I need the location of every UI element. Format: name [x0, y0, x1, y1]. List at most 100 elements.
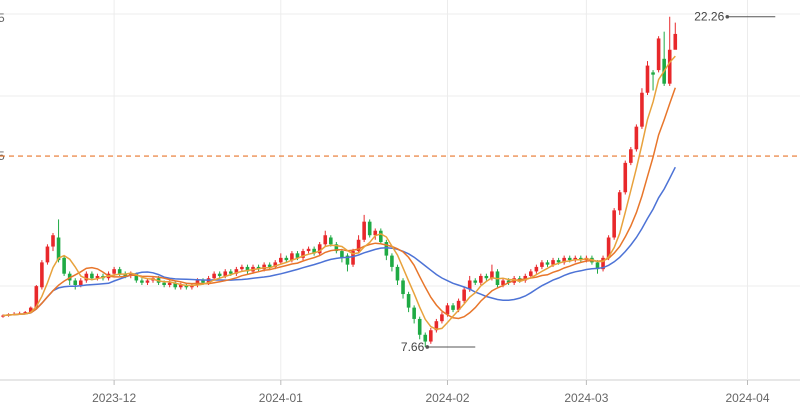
candle: [617, 190, 622, 215]
candle: [212, 271, 216, 281]
candle: [484, 273, 489, 281]
candle-body: [423, 334, 428, 342]
candle-body: [629, 149, 633, 163]
candle: [540, 260, 544, 270]
candle: [367, 219, 372, 238]
candle-body: [301, 251, 305, 258]
candle-body: [551, 260, 555, 265]
ma5-line: [2, 55, 676, 331]
moving-average-lines: [2, 55, 677, 331]
candle-body: [490, 271, 494, 279]
candle: [345, 253, 350, 272]
candle-body: [367, 221, 372, 236]
candle: [545, 260, 550, 267]
annotations: 22.26 7.66: [401, 10, 776, 354]
candle-body: [178, 285, 183, 288]
candle-body: [84, 273, 89, 281]
candle-body: [334, 244, 339, 252]
candle-body: [434, 321, 439, 331]
candle-body: [145, 280, 150, 283]
candle-body: [340, 251, 344, 258]
x-tick-label: 2024-04: [725, 391, 769, 405]
candle: [529, 269, 533, 279]
candle-body: [506, 280, 511, 283]
candle: [301, 248, 305, 261]
candle: [612, 208, 616, 240]
candle-body: [34, 286, 39, 308]
candle-body: [645, 65, 650, 93]
candle-body: [451, 305, 455, 310]
candle-body: [78, 280, 83, 285]
candle-body: [240, 266, 244, 270]
candle-body: [117, 269, 122, 274]
candle-body: [484, 275, 489, 279]
candle-body: [601, 257, 605, 270]
candle-body: [523, 275, 528, 281]
y-tick-label: 5: [0, 11, 5, 25]
candle-body: [390, 255, 394, 267]
candle: [673, 22, 678, 50]
candle: [562, 255, 566, 265]
candle-body: [412, 307, 416, 319]
candle-body: [467, 280, 472, 290]
candle-body: [540, 262, 544, 267]
candle-body: [51, 235, 55, 247]
candle-body: [556, 260, 561, 263]
x-axis: 2023-12 2024-01 2024-02 2024-03 2024-04: [92, 380, 770, 405]
candle: [51, 232, 55, 252]
candle: [356, 235, 361, 254]
candle: [334, 242, 339, 254]
candle-body: [279, 257, 283, 263]
candle-body: [28, 307, 33, 313]
candle: [656, 36, 661, 73]
price-annotation: 7.66: [401, 340, 476, 354]
candle-body: [234, 269, 239, 274]
candle: [390, 253, 394, 272]
candle-body: [595, 262, 600, 270]
candle: [645, 61, 650, 95]
candle-body: [456, 300, 461, 310]
candle-body: [667, 49, 672, 84]
candle: [395, 264, 400, 285]
candle-body: [351, 251, 355, 265]
candle: [534, 264, 539, 274]
candle: [384, 239, 389, 261]
candle: [240, 264, 244, 272]
candle-body: [406, 294, 411, 308]
candle-body: [267, 264, 272, 267]
candle-body: [562, 257, 566, 263]
candle: [45, 244, 50, 265]
candle: [623, 160, 628, 195]
candle: [317, 242, 322, 256]
annotation-label: 22.26: [694, 10, 724, 24]
candle-body: [417, 318, 422, 335]
candle: [417, 316, 422, 340]
candle: [84, 271, 89, 283]
candle-body: [323, 235, 328, 245]
candle-body: [429, 330, 433, 342]
candle: [245, 264, 250, 274]
candle-body: [40, 262, 44, 288]
candle-body: [379, 230, 383, 243]
candle-body: [473, 280, 478, 283]
candle-body: [445, 305, 450, 315]
candle-body: [62, 257, 66, 274]
candle: [462, 287, 466, 304]
candle-body: [73, 280, 78, 285]
candle-body: [501, 280, 505, 285]
candle: [217, 271, 222, 279]
candle: [479, 273, 483, 285]
candle: [662, 31, 666, 86]
x-tick-label: 2024-01: [259, 391, 303, 405]
candle-body: [201, 280, 205, 283]
candle-body: [45, 246, 50, 263]
candle: [451, 303, 455, 313]
candle-body: [612, 210, 616, 238]
candle: [629, 147, 633, 166]
candle-body: [23, 312, 28, 314]
annotation-label: 7.66: [401, 340, 425, 354]
grid-lines: [0, 0, 800, 381]
candle-body: [356, 239, 361, 252]
candle-body: [606, 237, 611, 258]
candle-body: [306, 248, 311, 252]
